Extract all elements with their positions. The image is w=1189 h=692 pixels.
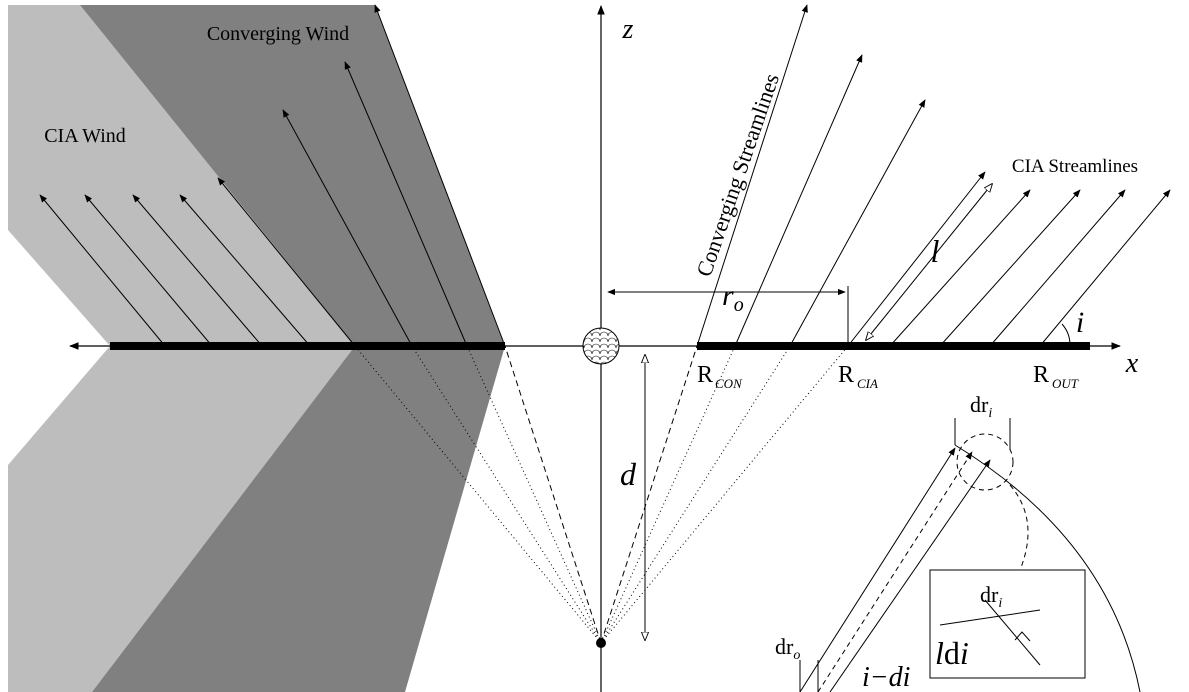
converging-wind-label: Converging Wind bbox=[207, 23, 349, 45]
inset bbox=[800, 418, 1140, 692]
disk-left bbox=[110, 342, 505, 350]
converging-streamlines-label: Converging Streamlines bbox=[691, 70, 784, 279]
dr-o-main: dr bbox=[775, 634, 794, 659]
i-label: i bbox=[1076, 306, 1084, 339]
l-di-d: d bbox=[944, 635, 960, 671]
central-star-texture bbox=[583, 328, 619, 364]
l-di-label: ldi bbox=[935, 635, 969, 671]
inset-dr-i-sub: i bbox=[998, 596, 1002, 611]
i-minus-di-label: i−di bbox=[862, 662, 910, 692]
l-label: l bbox=[931, 233, 940, 269]
r-cia-sub: CIA bbox=[857, 376, 878, 391]
r-o-main: r bbox=[722, 279, 734, 312]
x-axis-label: x bbox=[1125, 348, 1139, 379]
inset-dr-i-label: dri bbox=[980, 582, 1002, 611]
r-o-sub: o bbox=[734, 294, 744, 316]
d-label: d bbox=[620, 456, 637, 492]
r-cia-main: R bbox=[838, 362, 854, 388]
dr-o-sub: o bbox=[793, 648, 800, 663]
cia-streamlines-label: CIA Streamlines bbox=[1012, 156, 1138, 177]
inset-dr-i-main: dr bbox=[980, 582, 999, 607]
cia-wind-label: CIA Wind bbox=[44, 125, 126, 147]
dr-o-label: dro bbox=[775, 634, 800, 663]
l-di-i: i bbox=[960, 635, 969, 671]
dr-i-sub: i bbox=[988, 406, 992, 421]
focus-point bbox=[596, 638, 606, 648]
r-o-label: ro bbox=[722, 279, 744, 316]
disk-right bbox=[697, 342, 1090, 350]
diagram: Converging Wind CIA Wind z x Converging … bbox=[0, 0, 1189, 692]
r-con-main: R bbox=[697, 362, 713, 388]
l-di-l: l bbox=[935, 635, 944, 671]
dr-i-label: dri bbox=[970, 392, 992, 421]
dr-i-main: dr bbox=[970, 392, 989, 417]
r-out-main: R bbox=[1033, 362, 1049, 388]
r-con-sub: CON bbox=[715, 376, 743, 391]
r-out-sub: OUT bbox=[1052, 376, 1079, 391]
z-axis-label: z bbox=[622, 14, 634, 45]
